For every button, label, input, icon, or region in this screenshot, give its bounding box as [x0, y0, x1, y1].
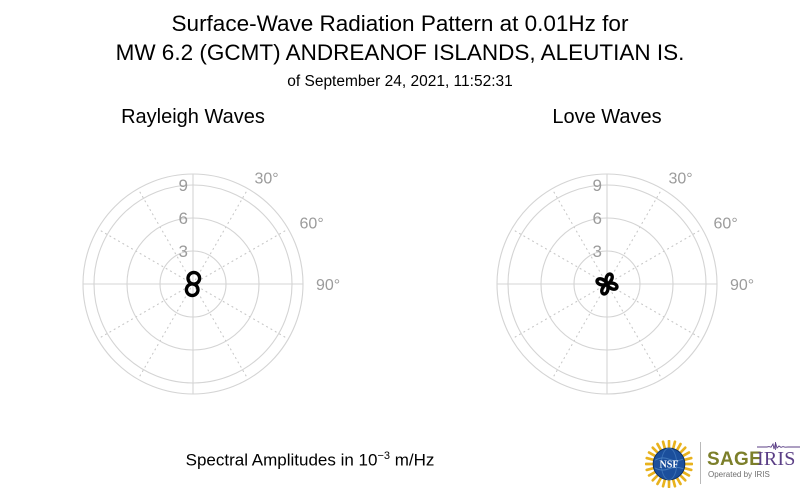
title-line-1: Surface-Wave Radiation Pattern at 0.01Hz…	[171, 11, 629, 36]
love-radiation-pattern-curve	[595, 272, 619, 296]
love-waves-panel: Love Waves 3 6 9 30° 60° 90°	[457, 104, 757, 434]
nsf-logo-icon: NSF	[645, 440, 693, 488]
nsf-logo-text: NSF	[659, 459, 678, 470]
theta-tick-label-30: 30°	[669, 170, 693, 187]
love-polar-svg: 3 6 9 30° 60° 90°	[496, 170, 754, 395]
theta-tick-label-90: 90°	[316, 277, 340, 294]
event-subtitle: of September 24, 2021, 11:52:31	[287, 73, 513, 90]
chart-header: Surface-Wave Radiation Pattern at 0.01Hz…	[0, 0, 800, 93]
r-tick-label-6: 6	[179, 209, 188, 228]
rayleigh-panel-title: Rayleigh Waves	[121, 106, 265, 128]
caption-suffix: m/Hz	[390, 450, 435, 470]
sage-iris-logo: SAGE IRIS Operated by IRIS	[707, 440, 800, 488]
seismograph-line-icon	[757, 442, 800, 450]
caption-prefix: Spectral Amplitudes in 10	[185, 450, 378, 470]
r-tick-label-3: 3	[179, 242, 188, 261]
logo-bar: NSF SAGE IRIS Operated by IRIS	[645, 438, 800, 492]
love-panel-title: Love Waves	[552, 106, 662, 128]
rayleigh-radiation-pattern-curve	[184, 270, 202, 298]
theta-tick-label-30: 30°	[255, 170, 279, 187]
theta-tick-label-60: 60°	[714, 216, 738, 233]
theta-tick-label-60: 60°	[300, 216, 324, 233]
caption-exponent: −3	[377, 450, 390, 462]
r-tick-label-9: 9	[593, 176, 602, 195]
theta-tick-label-90: 90°	[730, 277, 754, 294]
rayleigh-waves-panel: Rayleigh Waves 3 6 9 30° 60° 90°	[43, 104, 343, 434]
love-polar-plot: 3 6 9 30° 60° 90°	[457, 134, 757, 434]
r-tick-label-3: 3	[593, 242, 602, 261]
operated-by-text: Operated by IRIS	[708, 470, 770, 479]
rayleigh-polar-plot: 3 6 9 30° 60° 90°	[43, 134, 343, 434]
r-tick-label-6: 6	[593, 209, 602, 228]
r-tick-label-9: 9	[179, 176, 188, 195]
rayleigh-polar-svg: 3 6 9 30° 60° 90°	[82, 170, 340, 395]
logo-divider	[700, 442, 701, 484]
spectral-amplitude-caption: Spectral Amplitudes in 10−3 m/Hz	[0, 450, 620, 471]
iris-logo-text: IRIS	[757, 448, 796, 470]
title-line-2: MW 6.2 (GCMT) ANDREANOF ISLANDS, ALEUTIA…	[115, 40, 685, 65]
sage-logo-text: SAGE	[707, 449, 763, 470]
